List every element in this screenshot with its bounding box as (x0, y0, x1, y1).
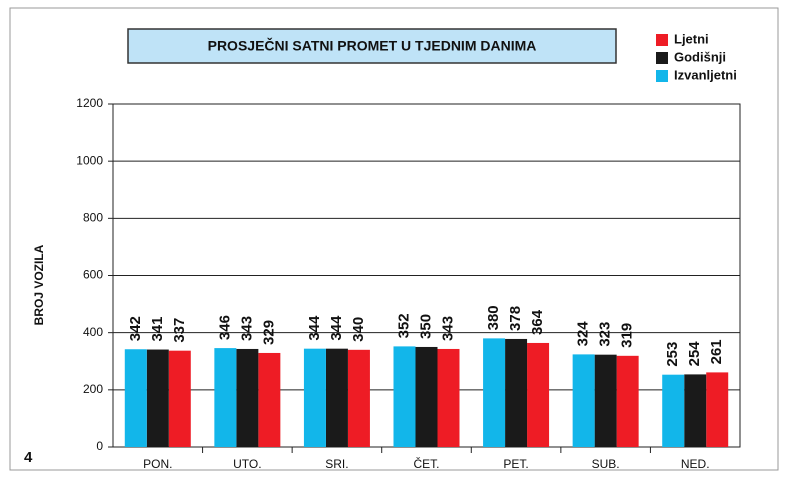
value-label: 337 (171, 318, 188, 343)
title-box (127, 28, 617, 64)
y-tick-label: 1200 (76, 96, 103, 110)
bar (483, 338, 506, 447)
x-tick-label: PET. (503, 457, 528, 471)
bar (616, 355, 639, 447)
value-label: 342 (127, 316, 144, 341)
value-label: 254 (686, 341, 703, 367)
bar (527, 342, 550, 447)
bar (258, 352, 281, 447)
bar (505, 338, 528, 447)
bar (347, 349, 370, 447)
legend-label: Ljetni (674, 31, 709, 46)
x-tick-label: SRI. (325, 457, 348, 471)
x-tick-label: NED. (681, 457, 710, 471)
value-label: 350 (417, 314, 434, 339)
legend-swatch (656, 70, 668, 82)
y-tick-label: 800 (83, 211, 103, 225)
bar (415, 346, 438, 447)
chart-title: PROSJEČNI SATNI PROMET U TJEDNIM DANIMA (208, 37, 537, 54)
bar (684, 374, 707, 447)
legend-label: Godišnji (674, 49, 726, 64)
value-label: 346 (216, 315, 233, 340)
value-label: 341 (149, 316, 166, 341)
bar (168, 350, 191, 447)
legend-swatch (656, 34, 668, 46)
bar (437, 348, 460, 447)
page-number: 4 (24, 449, 33, 466)
x-tick-label: ČET. (413, 456, 439, 471)
y-tick-label: 400 (83, 325, 103, 339)
value-label: 261 (708, 339, 725, 364)
value-label: 324 (575, 321, 592, 347)
value-label: 253 (664, 342, 681, 367)
legend-swatch (656, 52, 668, 64)
bar (594, 354, 617, 447)
x-tick-label: UTO. (233, 457, 261, 471)
bar (662, 374, 685, 447)
value-label: 319 (619, 323, 636, 348)
bar (214, 348, 237, 447)
bar (236, 348, 259, 447)
bar (706, 372, 729, 447)
bar (393, 346, 416, 447)
value-label: 352 (395, 313, 412, 338)
bar (325, 348, 348, 447)
x-tick-label: SUB. (592, 457, 620, 471)
value-label: 344 (306, 315, 323, 341)
y-tick-label: 1000 (76, 153, 103, 167)
y-tick-label: 200 (83, 382, 103, 396)
y-tick-label: 600 (83, 268, 103, 282)
x-tick-label: PON. (143, 457, 172, 471)
bar (124, 349, 147, 447)
y-axis-label: BROJ VOZILA (32, 244, 46, 325)
value-label: 343 (439, 316, 456, 341)
value-label: 343 (238, 316, 255, 341)
value-label: 323 (597, 322, 614, 347)
value-label: 364 (529, 309, 546, 335)
bar (303, 348, 326, 447)
legend-label: Izvanljetni (674, 67, 737, 82)
bar (572, 354, 595, 447)
value-label: 329 (260, 320, 277, 345)
value-label: 378 (507, 306, 524, 331)
bar (146, 349, 169, 447)
value-label: 380 (485, 305, 502, 330)
y-tick-label: 0 (96, 439, 103, 453)
value-label: 344 (328, 315, 345, 341)
value-label: 340 (350, 317, 367, 342)
